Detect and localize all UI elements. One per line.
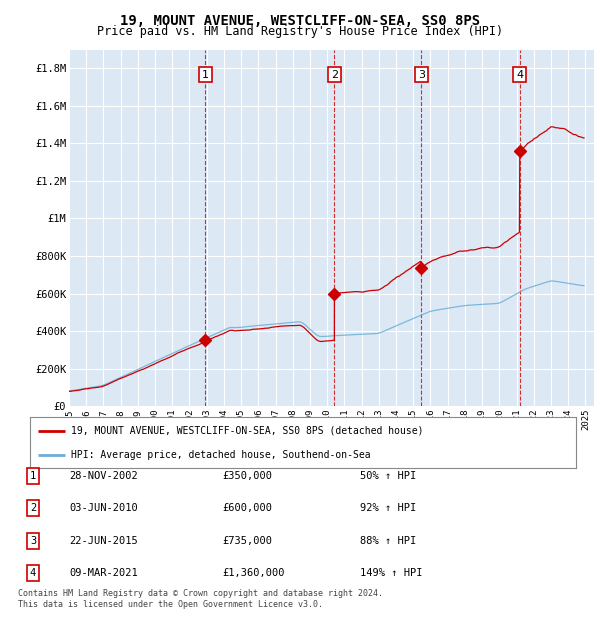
Text: 88% ↑ HPI: 88% ↑ HPI [360, 536, 416, 546]
Text: 3: 3 [30, 536, 36, 546]
Text: 1: 1 [202, 69, 209, 79]
Text: 09-MAR-2021: 09-MAR-2021 [69, 568, 138, 578]
Text: £350,000: £350,000 [222, 471, 272, 481]
Text: 3: 3 [418, 69, 425, 79]
Text: HPI: Average price, detached house, Southend-on-Sea: HPI: Average price, detached house, Sout… [71, 450, 371, 460]
Text: £735,000: £735,000 [222, 536, 272, 546]
Text: 03-JUN-2010: 03-JUN-2010 [69, 503, 138, 513]
Text: 92% ↑ HPI: 92% ↑ HPI [360, 503, 416, 513]
Text: 1: 1 [30, 471, 36, 481]
Text: 4: 4 [30, 568, 36, 578]
Text: 19, MOUNT AVENUE, WESTCLIFF-ON-SEA, SS0 8PS (detached house): 19, MOUNT AVENUE, WESTCLIFF-ON-SEA, SS0 … [71, 425, 424, 435]
Text: 22-JUN-2015: 22-JUN-2015 [69, 536, 138, 546]
Text: 50% ↑ HPI: 50% ↑ HPI [360, 471, 416, 481]
Text: 28-NOV-2002: 28-NOV-2002 [69, 471, 138, 481]
Text: £1,360,000: £1,360,000 [222, 568, 284, 578]
Text: 19, MOUNT AVENUE, WESTCLIFF-ON-SEA, SS0 8PS: 19, MOUNT AVENUE, WESTCLIFF-ON-SEA, SS0 … [120, 14, 480, 28]
Text: 2: 2 [331, 69, 338, 79]
Text: £600,000: £600,000 [222, 503, 272, 513]
Text: 4: 4 [516, 69, 523, 79]
Text: 149% ↑ HPI: 149% ↑ HPI [360, 568, 422, 578]
Text: Contains HM Land Registry data © Crown copyright and database right 2024.
This d: Contains HM Land Registry data © Crown c… [18, 590, 383, 609]
Text: Price paid vs. HM Land Registry's House Price Index (HPI): Price paid vs. HM Land Registry's House … [97, 25, 503, 38]
Text: 2: 2 [30, 503, 36, 513]
